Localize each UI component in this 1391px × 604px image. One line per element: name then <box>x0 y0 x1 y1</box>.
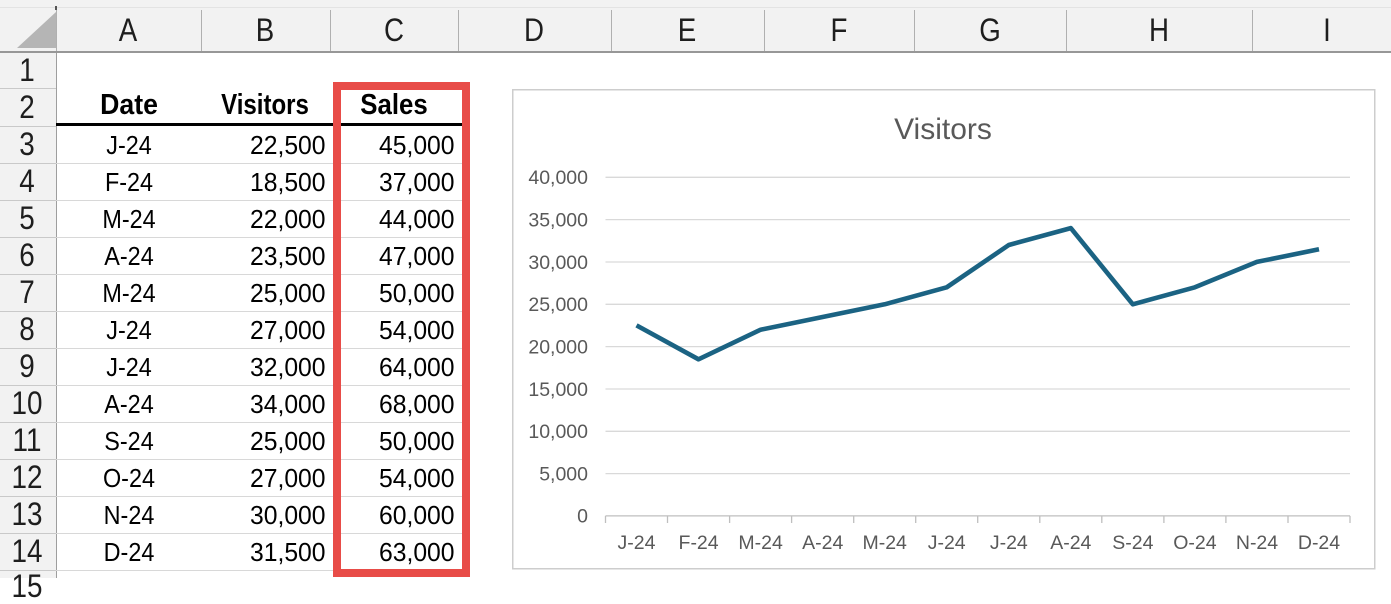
svg-text:S-24: S-24 <box>1112 532 1153 554</box>
svg-text:10,000: 10,000 <box>528 421 588 443</box>
svg-text:35,000: 35,000 <box>528 209 588 231</box>
svg-text:J-24: J-24 <box>990 532 1028 554</box>
svg-text:J-24: J-24 <box>618 532 656 554</box>
svg-text:30,000: 30,000 <box>528 252 588 274</box>
svg-text:5,000: 5,000 <box>539 463 588 485</box>
svg-text:F-24: F-24 <box>679 532 719 554</box>
svg-text:25,000: 25,000 <box>528 294 588 316</box>
svg-text:N-24: N-24 <box>1236 532 1278 554</box>
svg-text:A-24: A-24 <box>1050 532 1091 554</box>
svg-text:M-24: M-24 <box>862 532 907 554</box>
svg-text:M-24: M-24 <box>738 532 783 554</box>
svg-text:J-24: J-24 <box>928 532 966 554</box>
svg-text:15,000: 15,000 <box>528 379 588 401</box>
svg-text:A-24: A-24 <box>802 532 843 554</box>
svg-text:O-24: O-24 <box>1173 532 1217 554</box>
svg-text:Visitors: Visitors <box>894 113 992 146</box>
svg-text:0: 0 <box>577 506 588 528</box>
svg-text:20,000: 20,000 <box>528 336 588 358</box>
svg-text:40,000: 40,000 <box>528 167 588 189</box>
svg-text:D-24: D-24 <box>1298 532 1340 554</box>
